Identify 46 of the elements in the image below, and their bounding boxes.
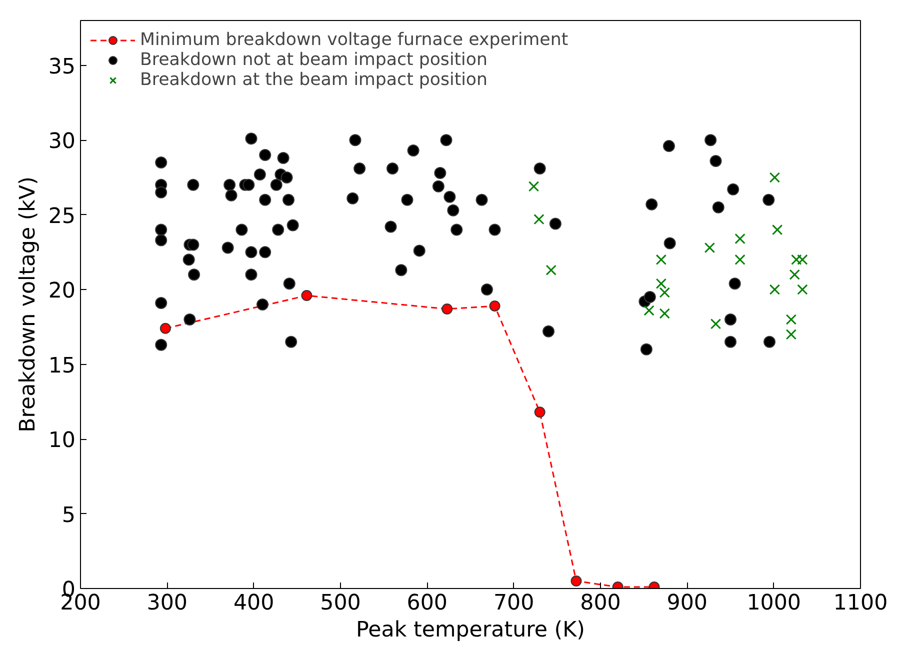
legend-label: Breakdown not at beam impact position — [140, 50, 488, 70]
point — [546, 264, 556, 276]
x-axis-title: Peak temperature (K) — [356, 618, 585, 642]
legend-label: Breakdown at the beam impact position — [140, 70, 488, 90]
point — [442, 303, 453, 314]
y-axis-title: Breakdown voltage (kV) — [15, 176, 40, 432]
point — [160, 322, 171, 334]
point — [789, 269, 800, 280]
point — [786, 314, 797, 325]
y-tick-label: 25 — [48, 204, 76, 229]
point — [301, 290, 312, 302]
y-tick-label: 30 — [48, 129, 76, 154]
y-tick-label: 20 — [48, 278, 76, 304]
x-tick-label: 1100 — [833, 590, 888, 616]
point — [734, 254, 746, 266]
point — [656, 278, 667, 289]
point — [656, 254, 667, 266]
x-tick-label: 800 — [580, 590, 621, 616]
y-tick-label: 10 — [48, 428, 76, 454]
y-tick-label: 5 — [62, 502, 76, 528]
point — [786, 329, 797, 340]
point — [528, 181, 540, 192]
x-tick-label: 500 — [320, 590, 361, 616]
x-tick-label: 400 — [233, 590, 274, 616]
point — [644, 305, 654, 316]
x-tick-label: 1000 — [746, 590, 801, 616]
point — [489, 300, 500, 312]
point — [797, 284, 808, 295]
x-tick-label: 900 — [666, 590, 708, 616]
point — [734, 233, 746, 244]
point — [710, 318, 722, 330]
point — [534, 214, 544, 225]
y-tick-label: 35 — [48, 54, 76, 80]
point — [570, 576, 582, 587]
x-tick-label: 600 — [406, 590, 448, 616]
x-tick-label: 700 — [493, 590, 534, 616]
point — [659, 287, 670, 298]
point — [769, 172, 780, 183]
point — [704, 242, 716, 254]
point — [772, 224, 783, 236]
y-tick-label: 15 — [48, 353, 76, 378]
point — [769, 284, 780, 295]
point — [659, 308, 670, 319]
legend-label: Minimum breakdown voltage furnace experiment — [140, 30, 568, 50]
x-tick-label: 300 — [146, 590, 188, 616]
point — [534, 406, 546, 418]
